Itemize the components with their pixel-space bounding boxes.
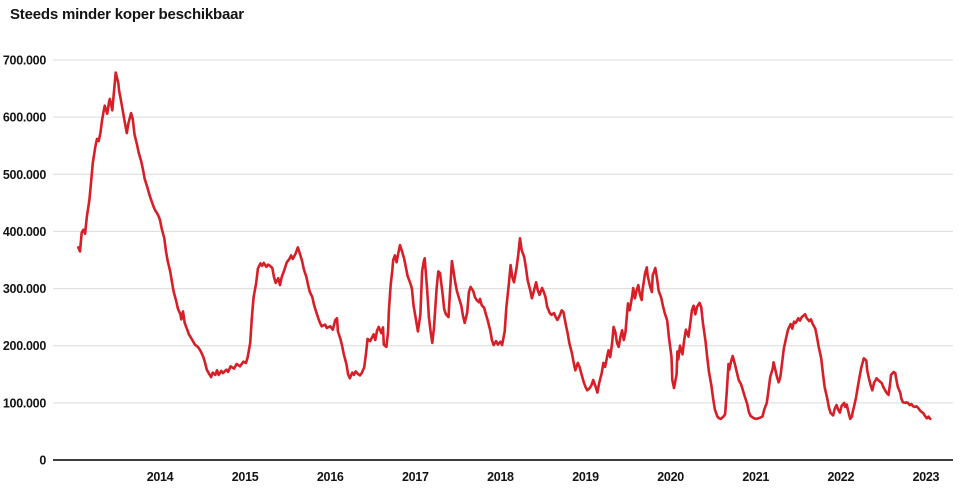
y-axis-tick-label: 400.000 (3, 225, 46, 239)
y-axis-tick-label: 200.000 (3, 339, 46, 353)
y-axis-tick-label: 600.000 (3, 111, 46, 125)
data-line (77, 71, 932, 421)
chart-title: Steeds minder koper beschikbaar (10, 6, 244, 23)
y-axis-tick-label: 300.000 (3, 282, 46, 296)
x-axis-tick-label: 2018 (487, 470, 514, 484)
x-axis-tick-label: 2023 (913, 470, 940, 484)
x-axis-tick-label: 2017 (402, 470, 429, 484)
y-axis-tick-label: 500.000 (3, 168, 46, 182)
y-axis-tick-label: 700.000 (3, 54, 46, 68)
x-axis-tick-label: 2019 (572, 470, 599, 484)
x-axis-tick-label: 2021 (742, 470, 769, 484)
x-axis-tick-label: 2016 (317, 470, 344, 484)
x-axis-tick-label: 2022 (827, 470, 854, 484)
y-axis-tick-label: 0 (39, 454, 46, 468)
x-axis-tick-label: 2015 (232, 470, 259, 484)
x-axis-tick-label: 2014 (147, 470, 174, 484)
y-axis-tick-label: 100.000 (3, 396, 46, 410)
x-axis-tick-label: 2020 (657, 470, 684, 484)
